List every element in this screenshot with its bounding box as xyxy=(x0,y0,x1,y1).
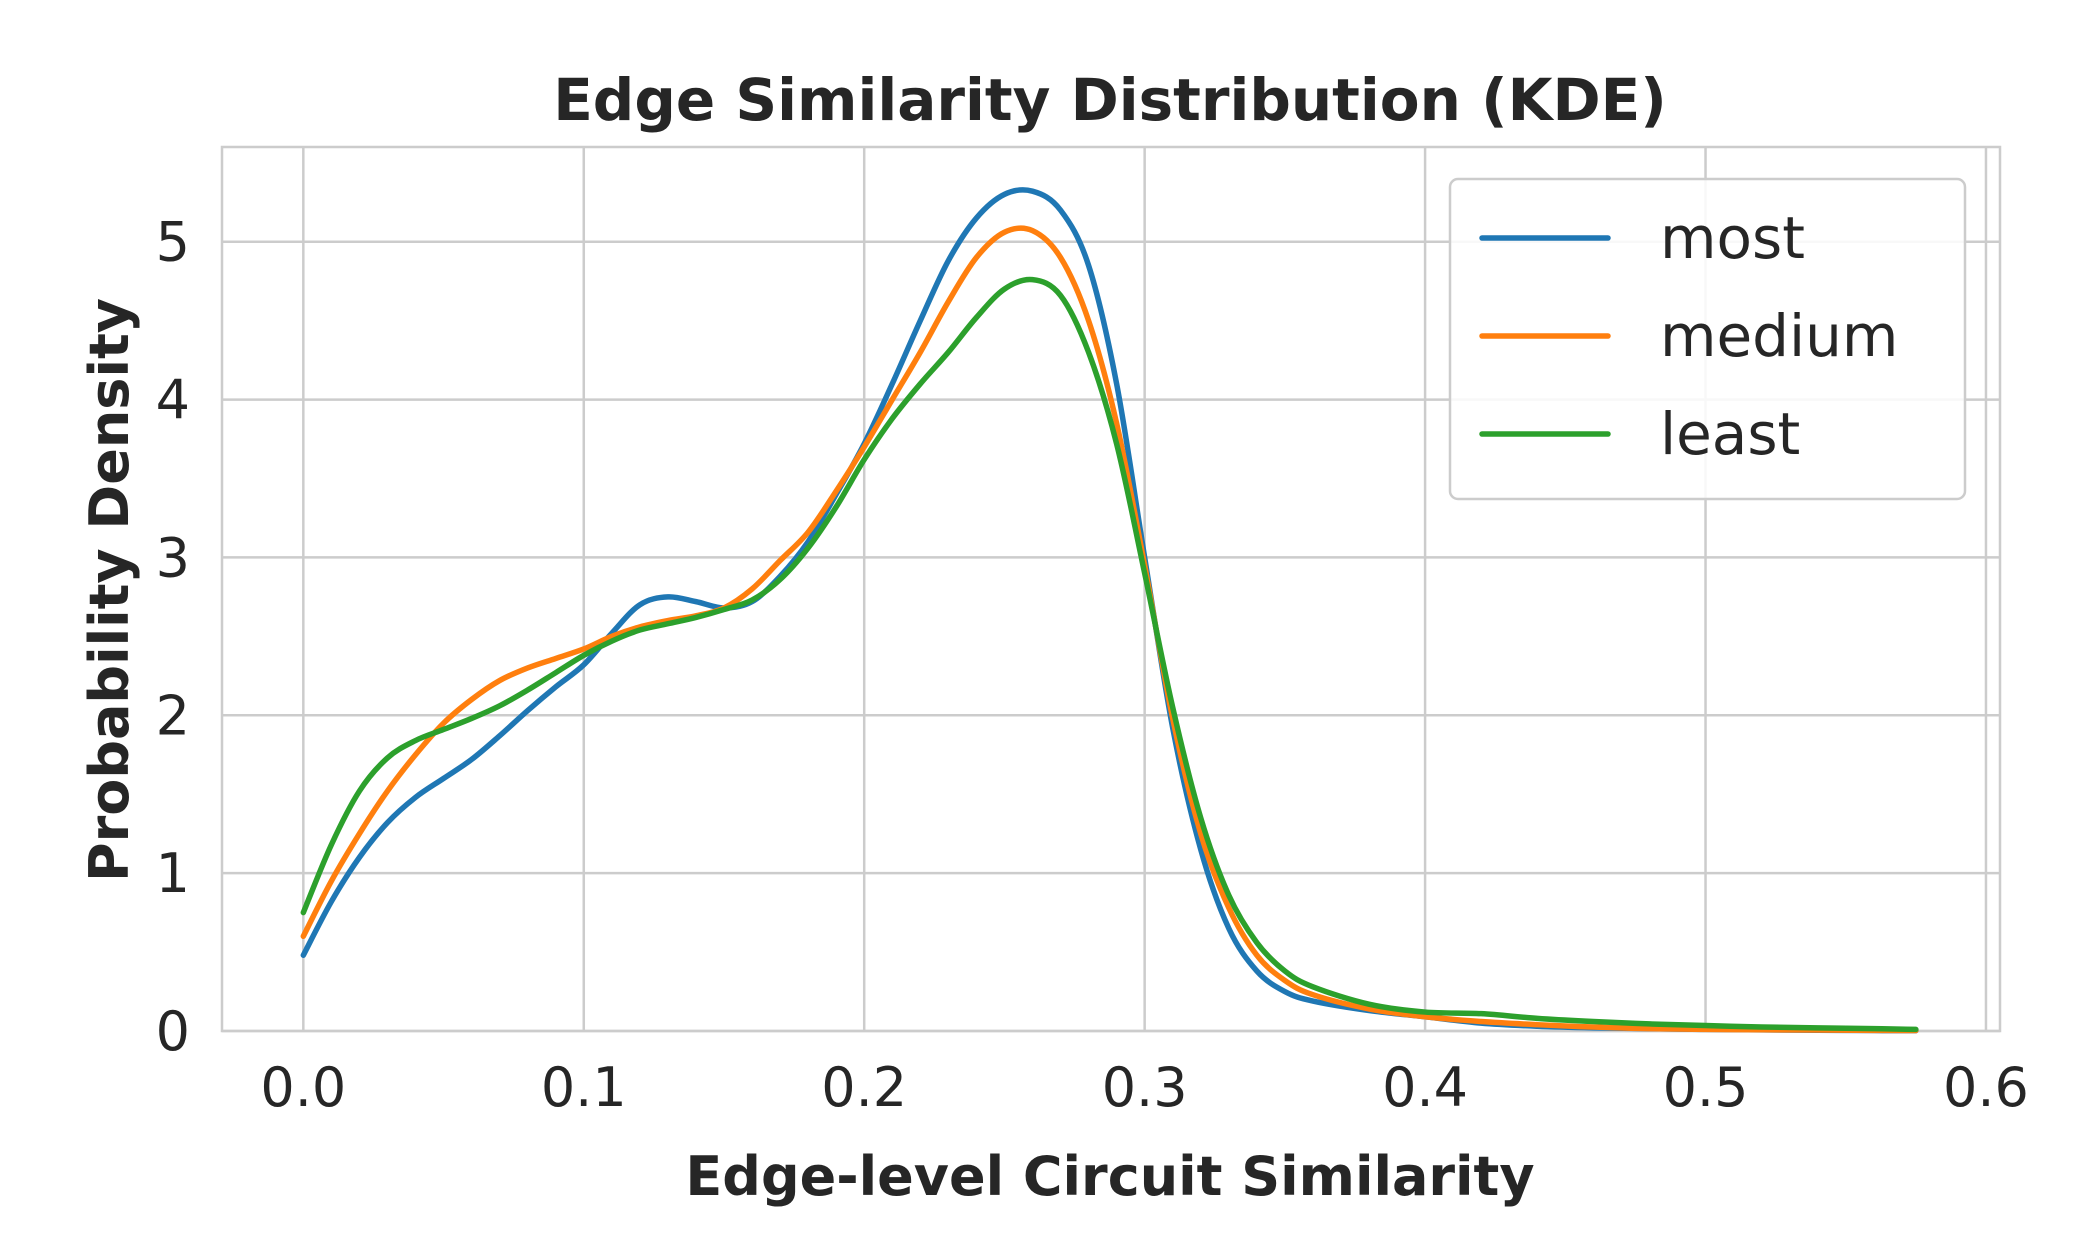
tick-labels: 0.0 0.1 0.2 0.3 0.4 0.5 0.6 0 1 2 3 4 5 xyxy=(156,211,2029,1119)
x-tick-label: 0.2 xyxy=(821,1056,907,1119)
series-lines xyxy=(300,187,1919,1034)
plot-frame xyxy=(220,145,2002,1033)
x-tick-label: 0.5 xyxy=(1663,1056,1749,1119)
chart-title: Edge Similarity Distribution (KDE) xyxy=(553,66,1667,134)
y-tick-label: 4 xyxy=(156,369,190,432)
legend-label-medium: medium xyxy=(1660,302,1898,370)
legend-label-most: most xyxy=(1660,204,1805,272)
x-tick-label: 0.6 xyxy=(1943,1056,2029,1119)
series-line-medium xyxy=(300,225,1919,1034)
y-tick-label: 1 xyxy=(156,842,190,905)
x-tick-label: 0.0 xyxy=(260,1056,346,1119)
y-tick-label: 0 xyxy=(156,1000,190,1063)
y-tick-label: 3 xyxy=(156,526,190,589)
legend-box xyxy=(1448,177,1967,501)
legend: most medium least xyxy=(1448,177,1967,501)
x-tick-label: 0.4 xyxy=(1382,1056,1468,1119)
y-axis-label: Probability Density xyxy=(78,298,141,882)
y-tick-label: 5 xyxy=(156,211,190,274)
series-line-least xyxy=(300,276,1919,1033)
x-axis-label: Edge-level Circuit Similarity xyxy=(685,1145,1534,1208)
legend-label-least: least xyxy=(1660,400,1800,468)
x-tick-label: 0.3 xyxy=(1102,1056,1188,1119)
x-tick-label: 0.1 xyxy=(541,1056,627,1119)
y-tick-label: 2 xyxy=(156,684,190,747)
